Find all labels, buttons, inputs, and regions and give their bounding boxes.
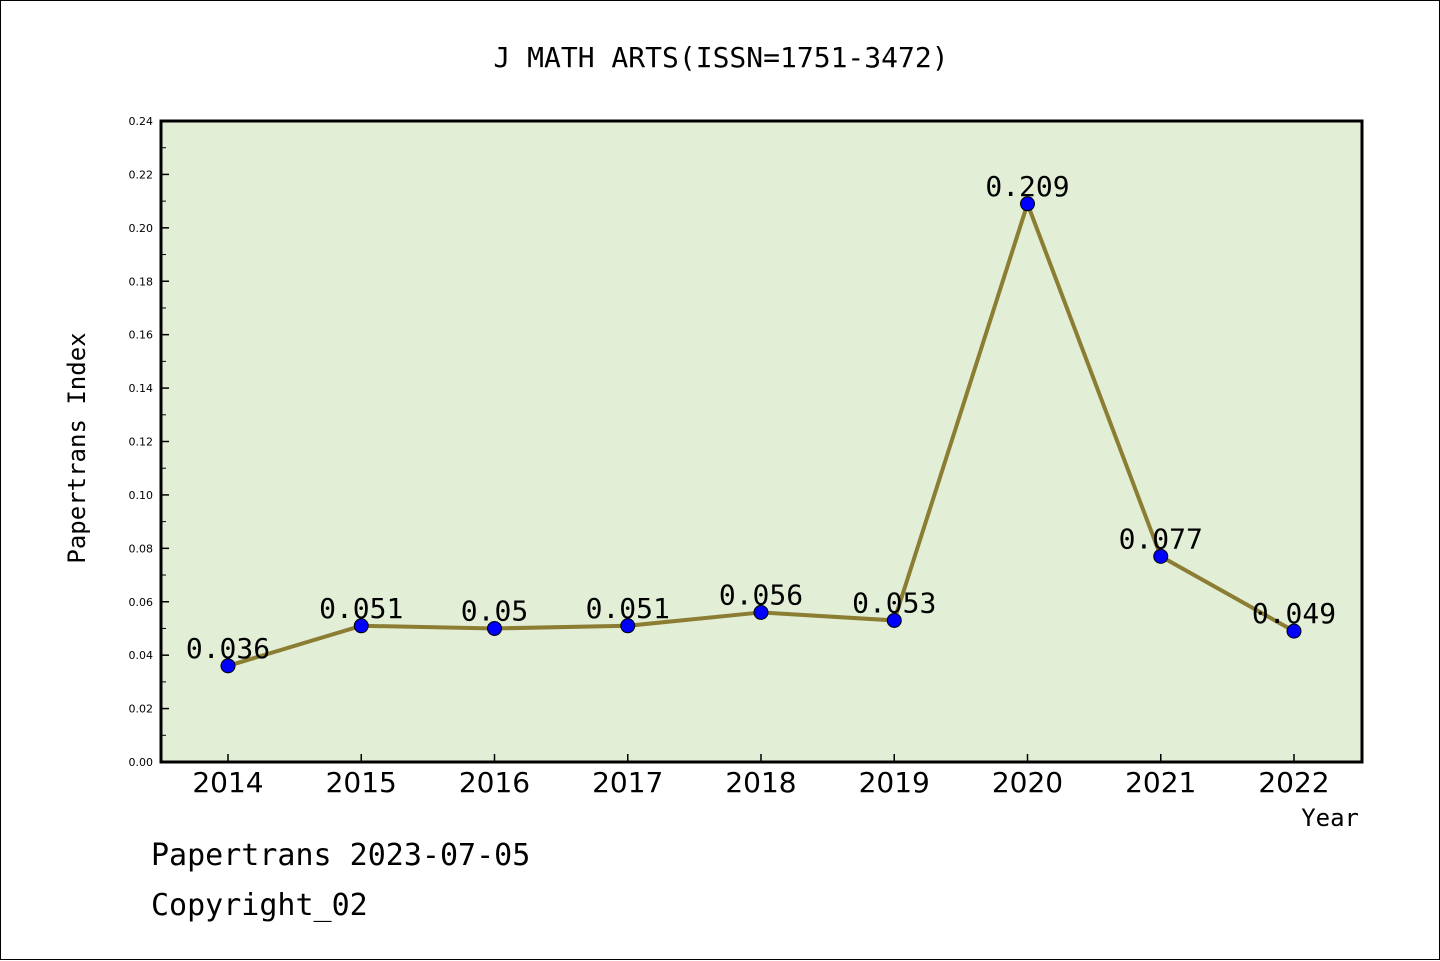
y-axis-label: Papertrans Index xyxy=(63,332,91,563)
x-tick-label: 2021 xyxy=(1125,766,1196,799)
data-point-marker xyxy=(1020,196,1035,212)
y-tick-label: 0.00 xyxy=(129,756,154,769)
data-label: 0.051 xyxy=(319,592,403,625)
x-tick-label: 2022 xyxy=(1258,766,1329,799)
data-label: 0.05 xyxy=(461,594,528,627)
data-point-marker xyxy=(886,612,902,628)
x-tick-label: 2015 xyxy=(326,766,397,799)
data-label: 0.053 xyxy=(852,586,936,619)
data-point-marker xyxy=(220,658,236,674)
chart-title: J MATH ARTS(ISSN=1751-3472) xyxy=(493,41,948,74)
y-tick-label: 0.10 xyxy=(129,489,154,502)
y-tick-label: 0.16 xyxy=(129,329,154,342)
data-point-marker xyxy=(353,618,369,634)
x-tick-label: 2020 xyxy=(992,766,1063,799)
x-tick-label: 2018 xyxy=(725,766,796,799)
y-tick-label: 0.18 xyxy=(129,275,154,288)
data-label: 0.036 xyxy=(186,632,270,665)
x-axis: 2014 2015 2016 2017 2018 2019 2020 2021 2022 xyxy=(192,754,1330,799)
data-point-marker xyxy=(487,620,502,636)
series-group: 0.036 0.051 0.05 0.051 0.056 0.053 0.209 0.077 0… xyxy=(186,170,1336,674)
footer-copyright: Copyright_02 xyxy=(151,888,368,923)
y-tick-label: 0.04 xyxy=(129,649,154,662)
data-label: 0.049 xyxy=(1252,597,1336,630)
x-axis-label: Year xyxy=(1301,804,1359,832)
y-axis: 0.00 0.02 0.04 0.06 0.08 0.10 0.12 0.14 0.16 0.18… xyxy=(129,115,169,769)
y-tick-label: 0.12 xyxy=(129,436,154,449)
data-point-marker xyxy=(1286,623,1302,639)
y-tick-label: 0.14 xyxy=(129,382,154,395)
data-label: 0.077 xyxy=(1119,522,1203,555)
data-point-marker xyxy=(753,604,769,620)
x-tick-label: 2016 xyxy=(459,766,530,799)
data-label: 0.051 xyxy=(586,592,670,625)
data-label: 0.209 xyxy=(985,170,1069,203)
x-tick-label: 2017 xyxy=(592,766,663,799)
y-tick-label: 0.24 xyxy=(129,115,154,128)
y-tick-label: 0.02 xyxy=(129,703,154,716)
x-tick-label: 2019 xyxy=(859,766,930,799)
footer-date: Papertrans 2023-07-05 xyxy=(151,838,530,873)
y-tick-label: 0.20 xyxy=(129,222,154,235)
x-tick-label: 2014 xyxy=(192,766,263,799)
y-tick-label: 0.08 xyxy=(129,542,154,555)
y-tick-label: 0.06 xyxy=(129,596,154,609)
data-point-marker xyxy=(620,618,636,634)
y-tick-label: 0.22 xyxy=(129,168,154,181)
data-label: 0.056 xyxy=(719,578,803,611)
plot-area xyxy=(159,119,1364,764)
data-point-marker xyxy=(1153,548,1169,564)
